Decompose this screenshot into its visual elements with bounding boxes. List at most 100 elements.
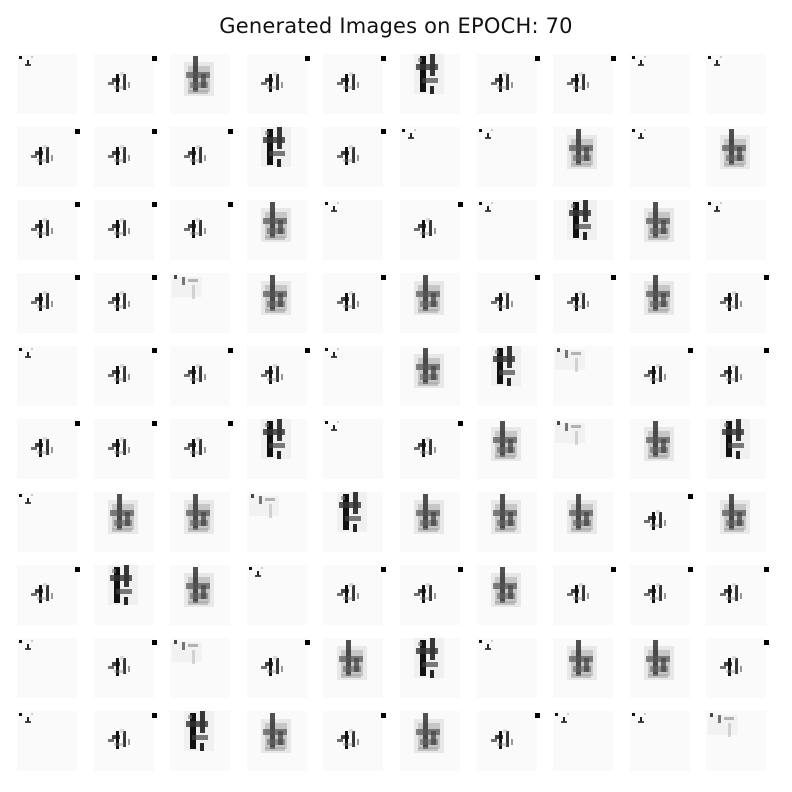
sample-image [13,125,80,189]
sample-image [473,271,540,335]
sample-image [319,636,385,700]
sample-image [90,52,157,116]
sample-image [319,490,385,554]
sample-image [702,417,768,481]
sample-image [626,709,692,773]
sample-image [90,417,157,481]
sample-image [549,417,615,481]
sample-image [90,271,157,335]
sample-image [243,636,310,700]
sample-image [549,709,615,773]
sample-image [166,636,232,700]
sample-image [90,125,157,189]
sample-image [166,709,232,773]
sample-image [396,636,462,700]
sample-image [166,344,234,408]
sample-image [13,636,79,700]
sample-image [166,198,234,262]
sample-image [473,709,540,773]
sample-image [166,52,232,116]
sample-image [549,52,617,116]
sample-image [626,636,692,700]
sample-image [243,563,309,627]
generated-image-grid [13,52,779,782]
sample-image [13,198,80,262]
sample-image [702,198,768,262]
sample-image [626,563,693,627]
sample-image [626,198,692,262]
sample-image [243,490,309,554]
sample-image [90,344,157,408]
sample-image [396,417,463,481]
sample-image [319,417,385,481]
sample-image [166,125,234,189]
sample-image [473,636,539,700]
sample-image [702,490,768,554]
sample-image [166,271,232,335]
sample-image [319,52,387,116]
sample-image [13,490,79,554]
sample-image [549,490,615,554]
sample-image [90,490,156,554]
sample-image [473,198,539,262]
sample-image [626,271,692,335]
sample-image [473,125,539,189]
sample-image [473,417,539,481]
sample-image [549,563,617,627]
sample-image [396,344,462,408]
sample-image [243,52,310,116]
sample-image [396,563,463,627]
sample-image [90,198,157,262]
sample-image [319,271,387,335]
sample-image [319,563,387,627]
sample-image [549,344,615,408]
sample-image [13,709,79,773]
sample-image [319,198,385,262]
sample-image [319,125,387,189]
sample-image [243,125,309,189]
sample-image [473,344,539,408]
sample-image [396,125,462,189]
sample-image [473,563,539,627]
sample-image [473,52,540,116]
sample-image [626,125,692,189]
sample-image [549,125,615,189]
sample-image [626,344,693,408]
sample-image [90,709,157,773]
sample-image [13,271,80,335]
sample-image [549,636,615,700]
sample-image [90,563,156,627]
sample-image [626,490,693,554]
sample-image [166,417,234,481]
figure-title: Generated Images on EPOCH: 70 [219,14,573,38]
sample-image [243,344,310,408]
sample-image [473,490,539,554]
sample-image [702,344,770,408]
sample-image [166,490,232,554]
sample-image [13,563,80,627]
sample-image [702,709,768,773]
sample-image [626,52,692,116]
sample-image [396,709,462,773]
sample-image [319,344,385,408]
sample-image [319,709,387,773]
sample-image [90,636,157,700]
sample-image [13,417,80,481]
sample-image [702,125,768,189]
sample-image [243,271,309,335]
sample-image [13,52,79,116]
sample-image [166,563,232,627]
sample-image [626,417,692,481]
sample-image [549,271,617,335]
sample-image [396,490,462,554]
sample-image [396,271,462,335]
sample-image [243,709,309,773]
sample-image [243,417,309,481]
sample-image [702,52,768,116]
sample-image [702,271,770,335]
sample-image [396,52,462,116]
sample-image [702,563,770,627]
sample-image [549,198,615,262]
sample-image [702,636,770,700]
sample-image [243,198,309,262]
